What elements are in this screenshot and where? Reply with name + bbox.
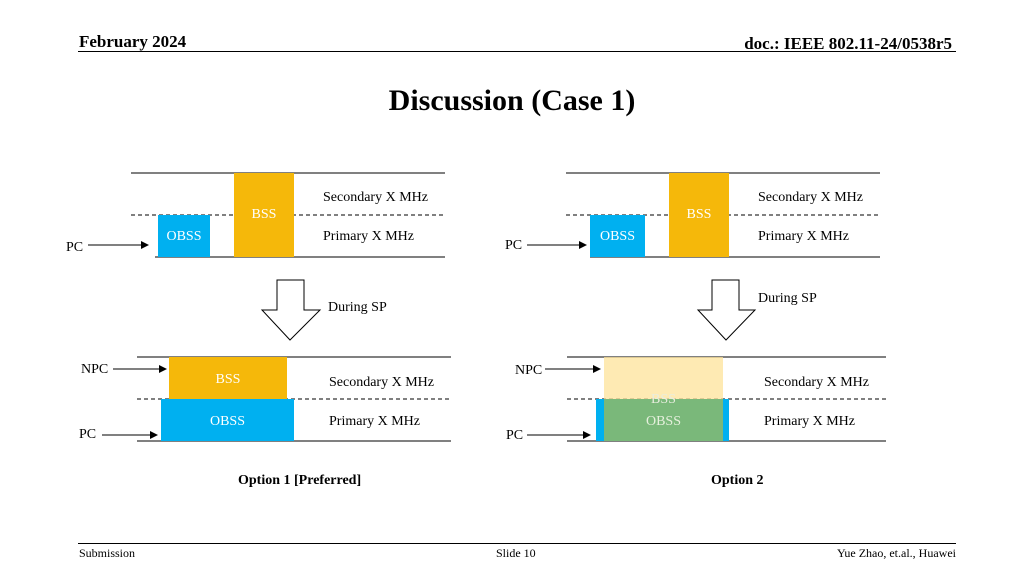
primary-label: Primary X MHz	[329, 414, 420, 429]
npc-label: NPC	[515, 363, 543, 378]
secondary-label: Secondary X MHz	[758, 190, 863, 205]
bss-label: BSS	[686, 207, 712, 222]
pc-label: PC	[505, 238, 523, 253]
pc-label: PC	[79, 427, 97, 442]
footer-author: Yue Zhao, et.al., Huawei	[837, 546, 956, 560]
during-sp-label: During SP	[328, 300, 387, 315]
header-date: February 2024	[79, 32, 187, 51]
obss-label: OBSS	[599, 229, 636, 244]
obss-label: OBSS	[209, 414, 246, 429]
page-title: Discussion (Case 1)	[388, 84, 636, 117]
obss-block	[161, 399, 294, 441]
secondary-label: Secondary X MHz	[323, 190, 428, 205]
header-rule	[78, 51, 956, 52]
pc-label: PC	[66, 240, 84, 255]
obss-block	[158, 215, 210, 257]
during-sp-label: During SP	[758, 291, 817, 306]
bss-label: BSS	[215, 372, 241, 387]
bss-block	[169, 357, 287, 399]
npc-label: NPC	[81, 362, 109, 377]
bss-block	[234, 173, 294, 257]
primary-label: Primary X MHz	[323, 229, 414, 244]
obss-label: OBSS	[645, 414, 682, 429]
obss-block	[590, 215, 645, 257]
option1-caption: Option 1 [Preferred]	[238, 473, 362, 488]
bss-label: BSS	[651, 392, 676, 407]
secondary-label: Secondary X MHz	[764, 375, 869, 390]
footer-slide-number: Slide 10	[496, 546, 536, 560]
overlap-block	[604, 399, 723, 441]
secondary-label: Secondary X MHz	[329, 375, 434, 390]
primary-label: Primary X MHz	[764, 414, 855, 429]
pc-label: PC	[506, 428, 524, 443]
primary-label: Primary X MHz	[758, 229, 849, 244]
header-doc-id: doc.: IEEE 802.11-24/0538r5	[744, 34, 952, 53]
bss-block	[669, 173, 729, 257]
footer-rule	[78, 543, 956, 544]
footer-submission: Submission	[79, 546, 136, 560]
obss-label: OBSS	[166, 229, 202, 244]
option2-caption: Option 2	[711, 473, 764, 488]
bss-label: BSS	[251, 207, 277, 222]
